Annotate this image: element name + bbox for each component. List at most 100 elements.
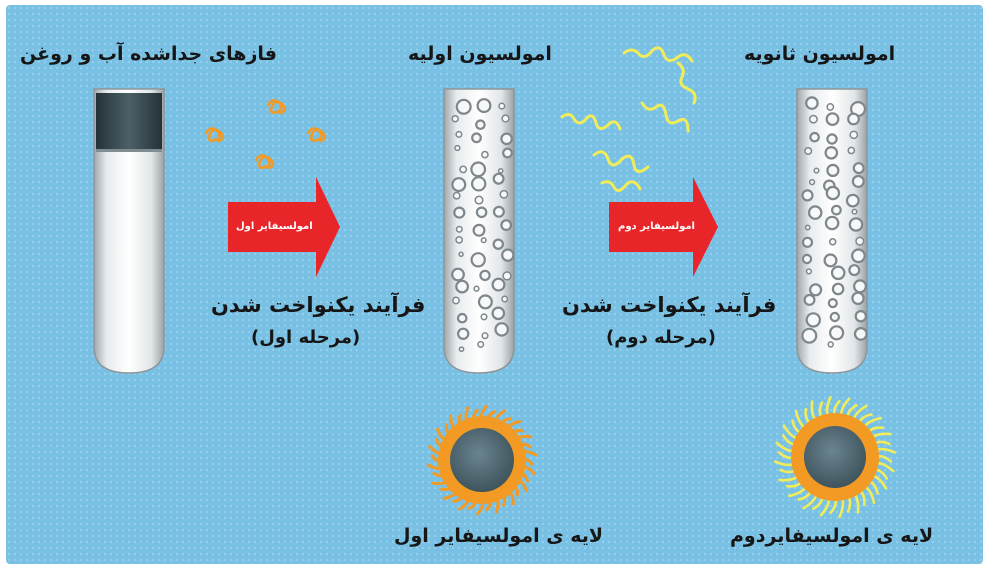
diagram-graphics [93,46,897,519]
droplet [801,253,813,265]
layer-1-label: لایه ی امولسیفایر اول [394,525,604,547]
droplet [851,248,866,264]
droplet [855,236,865,246]
droplet [826,163,840,177]
droplet [458,251,464,258]
droplet [472,223,486,237]
droplet [454,144,461,152]
droplet [805,312,822,328]
layer-2-label: لایه ی امولسیفایردوم [730,525,934,547]
droplet [470,252,486,268]
droplet [803,293,816,306]
droplet [831,282,845,296]
droplet [828,325,845,341]
droplet [455,236,463,244]
droplet [455,130,463,138]
droplet [501,295,509,303]
droplet [808,178,816,186]
diagram-canvas: فازهای جداشده آب و روغن امولسیون اولیه ا… [6,5,983,564]
homogenization-label-1: فرآیند یکنواخت شدن [211,293,426,317]
test-tube-separated [93,88,165,374]
droplet [847,146,856,155]
test-tube-primary-emulsion [443,88,515,374]
droplet [475,206,488,219]
droplet [502,271,512,281]
droplet [805,268,813,275]
droplet [852,279,867,294]
arrow-emulsifier-1 [228,177,340,277]
droplet [471,132,482,144]
droplet [831,204,842,216]
droplet [481,332,489,340]
droplet [452,296,460,305]
droplet [500,132,513,146]
droplet [451,114,459,123]
droplet [457,327,470,340]
droplet [825,112,840,126]
droplet [477,340,485,348]
droplet-emulsifier-2-layer [773,395,897,519]
droplet [453,206,466,219]
droplet [801,236,814,248]
droplet [824,146,839,160]
droplet [848,264,861,277]
droplet [492,172,505,185]
droplet [497,168,504,174]
droplet [851,174,865,188]
droplet [500,219,513,232]
droplet [499,189,509,199]
droplet [479,269,491,282]
droplet [825,185,841,201]
stage-1-label: (مرحله اول) [251,327,361,348]
droplet [829,311,841,323]
arrow-2-label: امولسیفایر دوم [618,221,695,232]
droplet [851,208,858,215]
droplet [481,150,489,159]
droplet [823,253,838,268]
droplet [471,176,487,192]
droplet [826,103,835,111]
separated-phases-label: فازهای جداشده آب و روغن [20,43,277,65]
droplet [830,265,846,281]
oil-phase [96,93,162,149]
droplet [854,310,868,323]
droplet [807,205,823,220]
emulsifier-2-molecules [560,46,697,192]
droplet [824,215,840,231]
droplet [492,205,505,218]
primary-emulsion-label: امولسیون اولیه [408,43,552,65]
arrow-emulsifier-2 [609,177,718,277]
droplet [455,225,463,233]
droplet [827,341,834,348]
droplet [480,313,488,321]
droplet [849,130,859,140]
droplet [455,279,470,294]
emulsifier-1-molecules [204,99,327,170]
droplet [502,147,513,159]
droplet [851,291,865,305]
droplet [492,238,504,250]
droplet [452,191,461,200]
droplet [813,167,820,174]
droplet [853,327,868,341]
homogenization-label-2: فرآیند یکنواخت شدن [562,293,777,317]
droplet [808,114,818,124]
droplet [804,224,811,231]
stage-2-label: (مرحله دوم) [606,327,716,348]
droplet [852,162,865,175]
droplet [808,283,823,297]
droplet-emulsifier-1-layer [426,404,538,516]
droplet [498,102,506,110]
droplet [805,96,819,110]
droplet [804,146,813,156]
droplet [494,322,509,337]
droplet [459,165,468,174]
droplet [455,98,472,115]
droplet [826,133,838,145]
droplet [474,195,484,205]
droplet [847,112,860,126]
droplet [845,193,860,208]
droplet [451,267,465,282]
droplet [473,285,480,292]
test-tube-secondary-emulsion [796,88,868,374]
